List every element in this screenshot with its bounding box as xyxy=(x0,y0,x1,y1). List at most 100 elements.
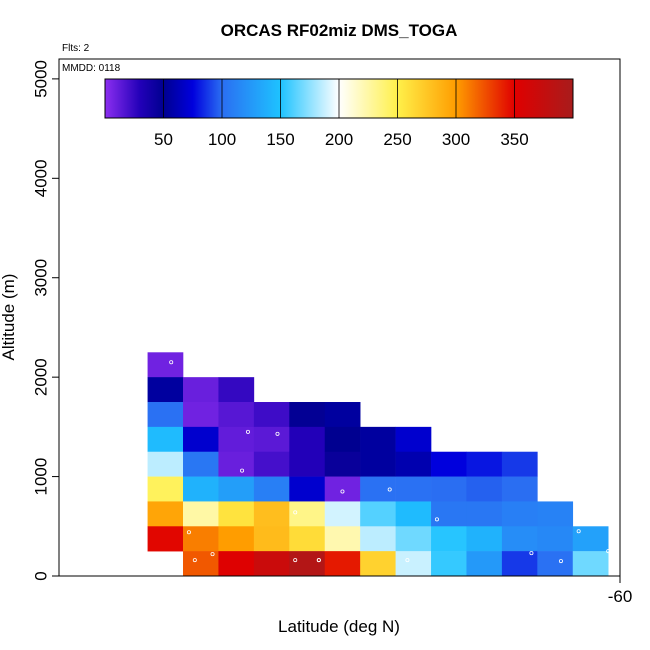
heatmap-cell xyxy=(324,426,361,453)
heatmap-cell xyxy=(289,451,326,477)
heatmap-cell xyxy=(183,426,219,453)
observation-point xyxy=(434,517,439,522)
heatmap-cell xyxy=(253,476,290,502)
flights-annotation: Flts: 2 xyxy=(62,43,90,54)
heatmap-cell xyxy=(537,501,574,527)
y-axis-tick-label: 5000 xyxy=(31,60,50,98)
observation-point xyxy=(576,529,581,534)
heatmap-cell xyxy=(466,451,503,477)
y-axis-tick-label: 3000 xyxy=(31,259,50,297)
heatmap-cell xyxy=(431,501,467,527)
heatmap-cell xyxy=(572,526,609,552)
y-axis-tick-label: 4000 xyxy=(31,159,50,197)
heatmap-cell xyxy=(360,476,396,502)
heatmap-cells xyxy=(147,352,609,577)
heatmap-cell xyxy=(253,501,290,527)
y-axis-tick-label: 2000 xyxy=(31,358,50,396)
heatmap-cell xyxy=(501,501,538,527)
observation-point xyxy=(405,558,410,563)
heatmap-cell xyxy=(183,402,219,428)
heatmap-cell xyxy=(218,426,255,453)
heatmap-cell xyxy=(395,476,432,502)
heatmap-cell xyxy=(466,476,503,502)
heatmap-cell xyxy=(147,526,184,552)
colorbar: 50 100 150 200 250 300 350 xyxy=(104,78,574,149)
colorbar-tick-label: 100 xyxy=(208,130,236,149)
heatmap-cell xyxy=(360,451,396,477)
observation-point xyxy=(169,360,174,365)
observation-point xyxy=(558,559,563,564)
observation-point xyxy=(541,466,546,471)
heatmap-cell xyxy=(360,526,396,552)
heatmap-cell xyxy=(218,501,255,527)
colorbar-tick-label: 350 xyxy=(500,130,528,149)
heatmap-cell xyxy=(253,551,290,577)
observation-point xyxy=(529,551,534,556)
heatmap-cell xyxy=(324,551,361,577)
heatmap-cell xyxy=(147,352,184,378)
heatmap-cell xyxy=(289,476,326,502)
heatmap-cell xyxy=(218,377,255,403)
observation-point xyxy=(340,489,345,494)
observation-points xyxy=(169,360,611,564)
heatmap-cell xyxy=(324,476,361,502)
heatmap-cell xyxy=(147,451,184,477)
heatmap-cell xyxy=(360,551,396,577)
heatmap-cell xyxy=(147,402,184,428)
chart-title: ORCAS RF02miz DMS_TOGA xyxy=(221,21,458,40)
x-axis-label: Latitude (deg N) xyxy=(278,617,400,636)
y-axis-tick-label: 1000 xyxy=(31,458,50,496)
heatmap-cell xyxy=(537,526,574,552)
heatmap-cell xyxy=(289,551,326,577)
heatmap-cell xyxy=(466,551,503,577)
heatmap-cell xyxy=(395,501,432,527)
observation-point xyxy=(245,429,250,434)
heatmap-cell xyxy=(289,426,326,453)
heatmap-cell xyxy=(395,526,432,552)
observation-point xyxy=(606,549,611,554)
heatmap-cell xyxy=(253,526,290,552)
heatmap-cell xyxy=(183,501,219,527)
heatmap-cell xyxy=(147,501,184,527)
y-axis-label: Altitude (m) xyxy=(0,274,18,361)
x-axis-tick-label: -60 xyxy=(608,587,633,606)
heatmap-cell xyxy=(360,501,396,527)
heatmap-cell xyxy=(147,426,184,453)
colorbar-tick-label: 50 xyxy=(154,130,173,149)
observation-point xyxy=(192,558,197,563)
heatmap-cell xyxy=(253,451,290,477)
heatmap-cell xyxy=(395,426,432,453)
heatmap-cell xyxy=(289,526,326,552)
observation-point xyxy=(316,558,321,563)
heatmap-cell xyxy=(572,551,609,577)
heatmap-cell xyxy=(395,451,432,477)
heatmap-cell xyxy=(218,526,255,552)
heatmap-cell xyxy=(431,451,467,477)
colorbar-tick-label: 300 xyxy=(442,130,470,149)
heatmap-cell xyxy=(218,551,255,577)
heatmap-cell xyxy=(395,551,432,577)
heatmap-cell xyxy=(466,526,503,552)
heatmap-cell xyxy=(183,476,219,502)
heatmap-cell xyxy=(253,426,290,453)
y-axis: 0 1000 2000 3000 4000 5000 xyxy=(31,60,60,581)
heatmap-cell xyxy=(218,402,255,428)
heatmap-cell xyxy=(324,526,361,552)
heatmap-cell xyxy=(431,551,467,577)
y-axis-tick-label: 0 xyxy=(31,571,50,580)
observation-point xyxy=(293,510,298,515)
heatmap-cell xyxy=(183,377,219,403)
colorbar-tick-label: 250 xyxy=(383,130,411,149)
heatmap-cell xyxy=(466,501,503,527)
heatmap-cell xyxy=(501,551,538,577)
heatmap-cell xyxy=(501,526,538,552)
heatmap-cell xyxy=(218,476,255,502)
heatmap-cell xyxy=(147,476,184,502)
heatmap-cell xyxy=(218,451,255,477)
observation-point xyxy=(210,552,215,557)
x-axis: -60 xyxy=(608,576,633,606)
colorbar-tick-label: 150 xyxy=(266,130,294,149)
colorbar-tick-label: 200 xyxy=(325,130,353,149)
heatmap-cell xyxy=(289,402,326,428)
